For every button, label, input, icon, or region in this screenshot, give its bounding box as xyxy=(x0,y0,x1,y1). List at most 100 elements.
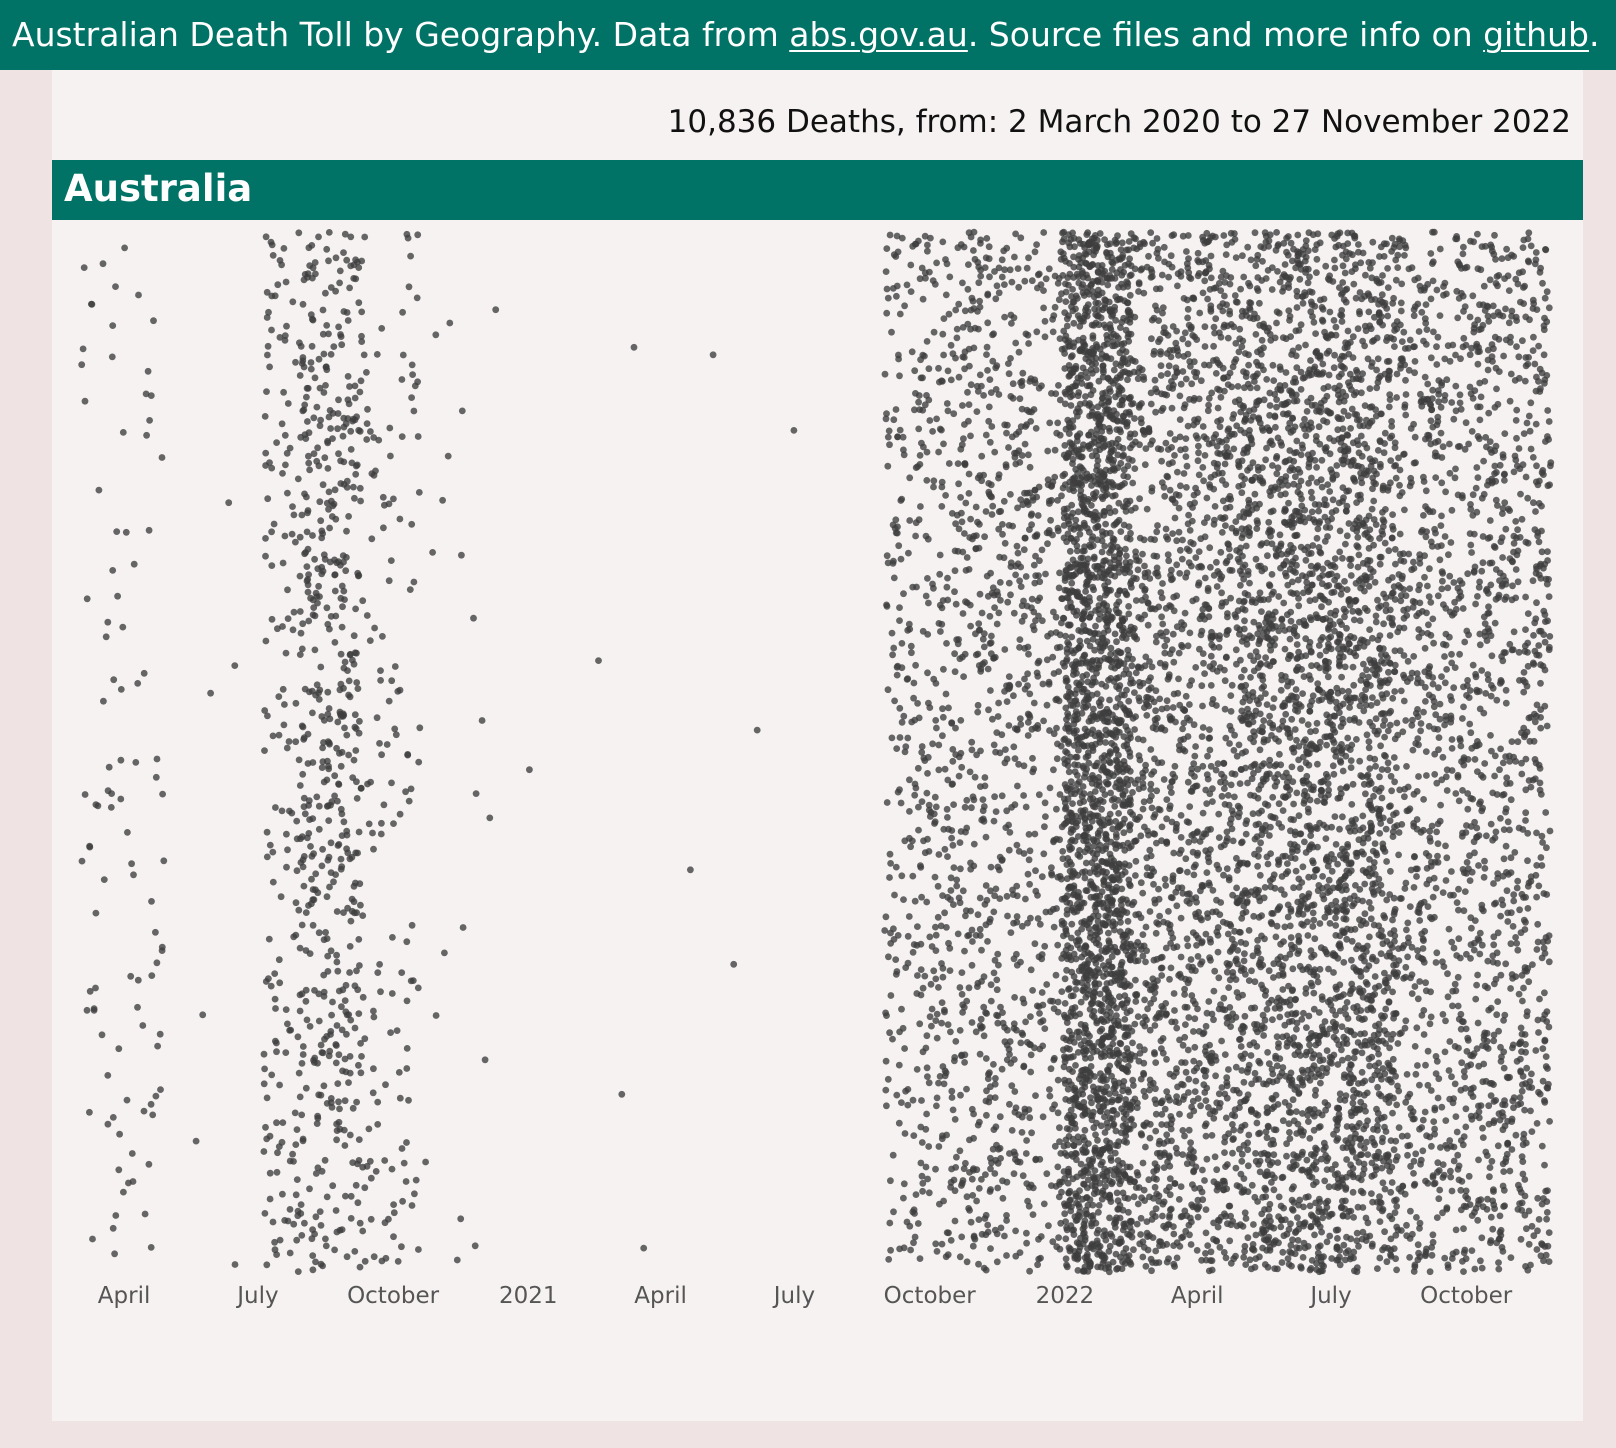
death-dot xyxy=(405,797,413,805)
death-dot xyxy=(955,480,962,488)
death-dot xyxy=(388,779,395,787)
death-dot xyxy=(332,1207,340,1214)
death-dot xyxy=(1092,740,1099,748)
death-dot xyxy=(1032,887,1040,895)
death-dot xyxy=(1100,557,1108,565)
death-dot xyxy=(1080,561,1087,568)
death-dot xyxy=(1071,1252,1079,1260)
death-dot xyxy=(1106,1195,1114,1202)
region-header: Australia xyxy=(52,160,1583,220)
death-dot xyxy=(1079,338,1087,346)
death-dot xyxy=(945,460,953,467)
death-dot xyxy=(944,814,951,821)
death-dot xyxy=(1068,579,1076,587)
death-dot xyxy=(1021,675,1028,683)
death-dot xyxy=(302,947,310,954)
death-dot xyxy=(339,603,346,611)
death-dot xyxy=(925,1079,933,1087)
death-dot xyxy=(1103,1137,1110,1145)
death-dot xyxy=(963,1258,971,1266)
death-dot xyxy=(323,245,331,253)
death-dot xyxy=(1119,1189,1127,1197)
death-dot xyxy=(336,1105,343,1113)
death-dot xyxy=(1019,1172,1027,1180)
death-dot xyxy=(408,1202,416,1209)
death-dot xyxy=(408,921,416,929)
death-dot xyxy=(1113,683,1120,691)
death-dot xyxy=(156,1030,164,1038)
death-dot xyxy=(898,234,906,242)
death-dot xyxy=(327,351,335,358)
death-dot xyxy=(1061,1014,1069,1021)
death-dot xyxy=(323,893,331,901)
death-dot xyxy=(1061,975,1069,983)
death-dot xyxy=(269,848,277,856)
death-dot xyxy=(963,796,971,804)
death-dot xyxy=(1065,725,1073,732)
death-dot xyxy=(292,1141,300,1148)
death-dot xyxy=(1034,1261,1041,1269)
death-dot xyxy=(891,697,898,705)
death-dot xyxy=(924,1175,931,1183)
death-dot xyxy=(933,1248,941,1255)
death-dot xyxy=(299,1051,307,1058)
death-dot xyxy=(386,424,394,432)
death-dot xyxy=(1035,791,1043,799)
death-dot xyxy=(886,231,894,239)
death-dot xyxy=(276,979,284,987)
death-dot xyxy=(94,802,102,810)
death-dot xyxy=(281,532,289,540)
death-dot xyxy=(1088,665,1096,673)
death-dot xyxy=(1026,1267,1033,1275)
death-dot xyxy=(302,435,310,442)
death-dot xyxy=(314,444,321,452)
death-dot xyxy=(363,1162,371,1170)
death-dot xyxy=(977,665,985,673)
death-dot xyxy=(992,748,999,756)
death-dot xyxy=(1040,717,1047,725)
death-dot xyxy=(896,604,903,611)
death-dot xyxy=(896,617,903,624)
death-dot xyxy=(909,1096,917,1104)
death-dot xyxy=(1090,1190,1098,1198)
death-dot xyxy=(1099,816,1107,824)
death-dot xyxy=(367,1174,375,1182)
abs-link[interactable]: abs.gov.au xyxy=(789,15,968,54)
death-dot xyxy=(1040,850,1048,858)
death-dot xyxy=(1092,622,1099,630)
death-dot xyxy=(947,1028,954,1036)
death-dot xyxy=(1016,636,1024,643)
death-dot xyxy=(1098,435,1105,442)
death-dot xyxy=(296,651,304,658)
death-dot xyxy=(304,509,311,517)
death-dot xyxy=(989,715,996,723)
death-dot xyxy=(1053,755,1061,763)
github-link[interactable]: github xyxy=(1483,15,1589,54)
death-dot xyxy=(265,935,273,943)
death-dot xyxy=(1097,696,1105,703)
death-dot xyxy=(388,1165,396,1173)
death-dot xyxy=(1050,766,1057,774)
death-dot xyxy=(906,474,914,482)
death-dot xyxy=(968,294,976,302)
death-dot xyxy=(960,243,968,251)
death-dot xyxy=(265,308,272,316)
death-dot xyxy=(1109,1179,1116,1186)
death-dot xyxy=(948,1087,956,1095)
death-dot xyxy=(1069,1153,1077,1160)
death-dot xyxy=(892,956,900,963)
death-dot xyxy=(283,744,291,752)
death-dot xyxy=(939,330,947,338)
death-dot xyxy=(991,604,998,611)
death-dot xyxy=(333,559,341,567)
death-dot xyxy=(884,686,892,694)
death-dot xyxy=(379,493,387,501)
death-dot xyxy=(337,594,345,602)
death-dot xyxy=(1121,860,1129,868)
death-dot xyxy=(1056,1124,1063,1132)
death-dot xyxy=(363,436,371,443)
death-dot xyxy=(415,758,423,766)
death-dot xyxy=(1173,1024,1181,1032)
death-dot xyxy=(893,529,901,537)
death-dot xyxy=(1103,340,1111,348)
